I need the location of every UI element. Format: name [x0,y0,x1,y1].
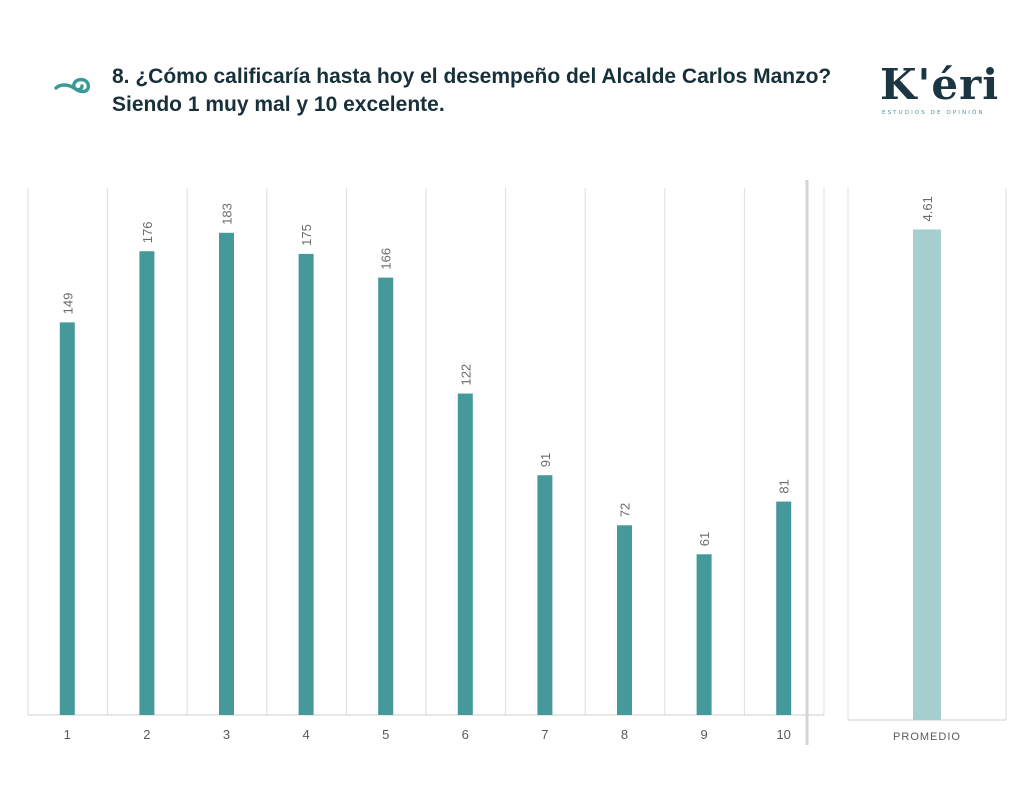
data-label: 166 [379,248,394,270]
data-label: 4.61 [920,196,935,221]
data-label: 72 [618,503,633,517]
data-label: 81 [777,479,792,493]
x-tick-label: 5 [382,727,389,742]
page-title: 8. ¿Cómo calificaría hasta hoy el desemp… [112,65,832,116]
bar [298,253,314,715]
bar [457,393,473,715]
data-label: 149 [60,293,75,315]
x-tick-label: 6 [462,727,469,742]
data-label: 122 [458,364,473,386]
x-tick-label: 10 [776,727,790,742]
logo-subtitle: ESTUDIOS DE OPINIÓN [882,110,985,116]
bar [617,525,632,715]
bar [219,232,234,716]
data-label: 61 [697,532,712,546]
keri-logo: K'éri ESTUDIOS DE OPINIÓN [876,60,998,120]
bar [537,475,553,715]
data-label: 183 [220,203,235,225]
bar [378,277,394,715]
bar [139,251,155,715]
bar [59,322,75,715]
x-tick-label: 2 [143,727,150,742]
header: 8. ¿Cómo calificaría hasta hoy el desemp… [0,0,1024,150]
bar [696,554,712,715]
x-tick-label: 7 [541,727,548,742]
data-label: 91 [538,453,553,467]
x-tick-label: 3 [223,727,230,742]
x-tick-label: 8 [621,727,628,742]
x-tick-label: 9 [700,727,707,742]
x-tick-label: PROMEDIO [893,731,961,743]
logo-wordmark: K'éri [880,60,1000,109]
x-tick-label: 4 [302,727,309,742]
average-bar-chart: 4.61 PROMEDIO [847,188,1007,743]
frequency-bar-chart: 149 1 176 2 183 3 175 4 166 5 122 6 91 7 72 8 61 9 81 10 [27,180,825,745]
bar [913,229,941,720]
x-tick-label: 1 [64,727,71,742]
data-label: 176 [140,222,155,244]
spiral-icon [54,77,90,94]
data-label: 175 [299,224,314,246]
bar [776,501,792,715]
